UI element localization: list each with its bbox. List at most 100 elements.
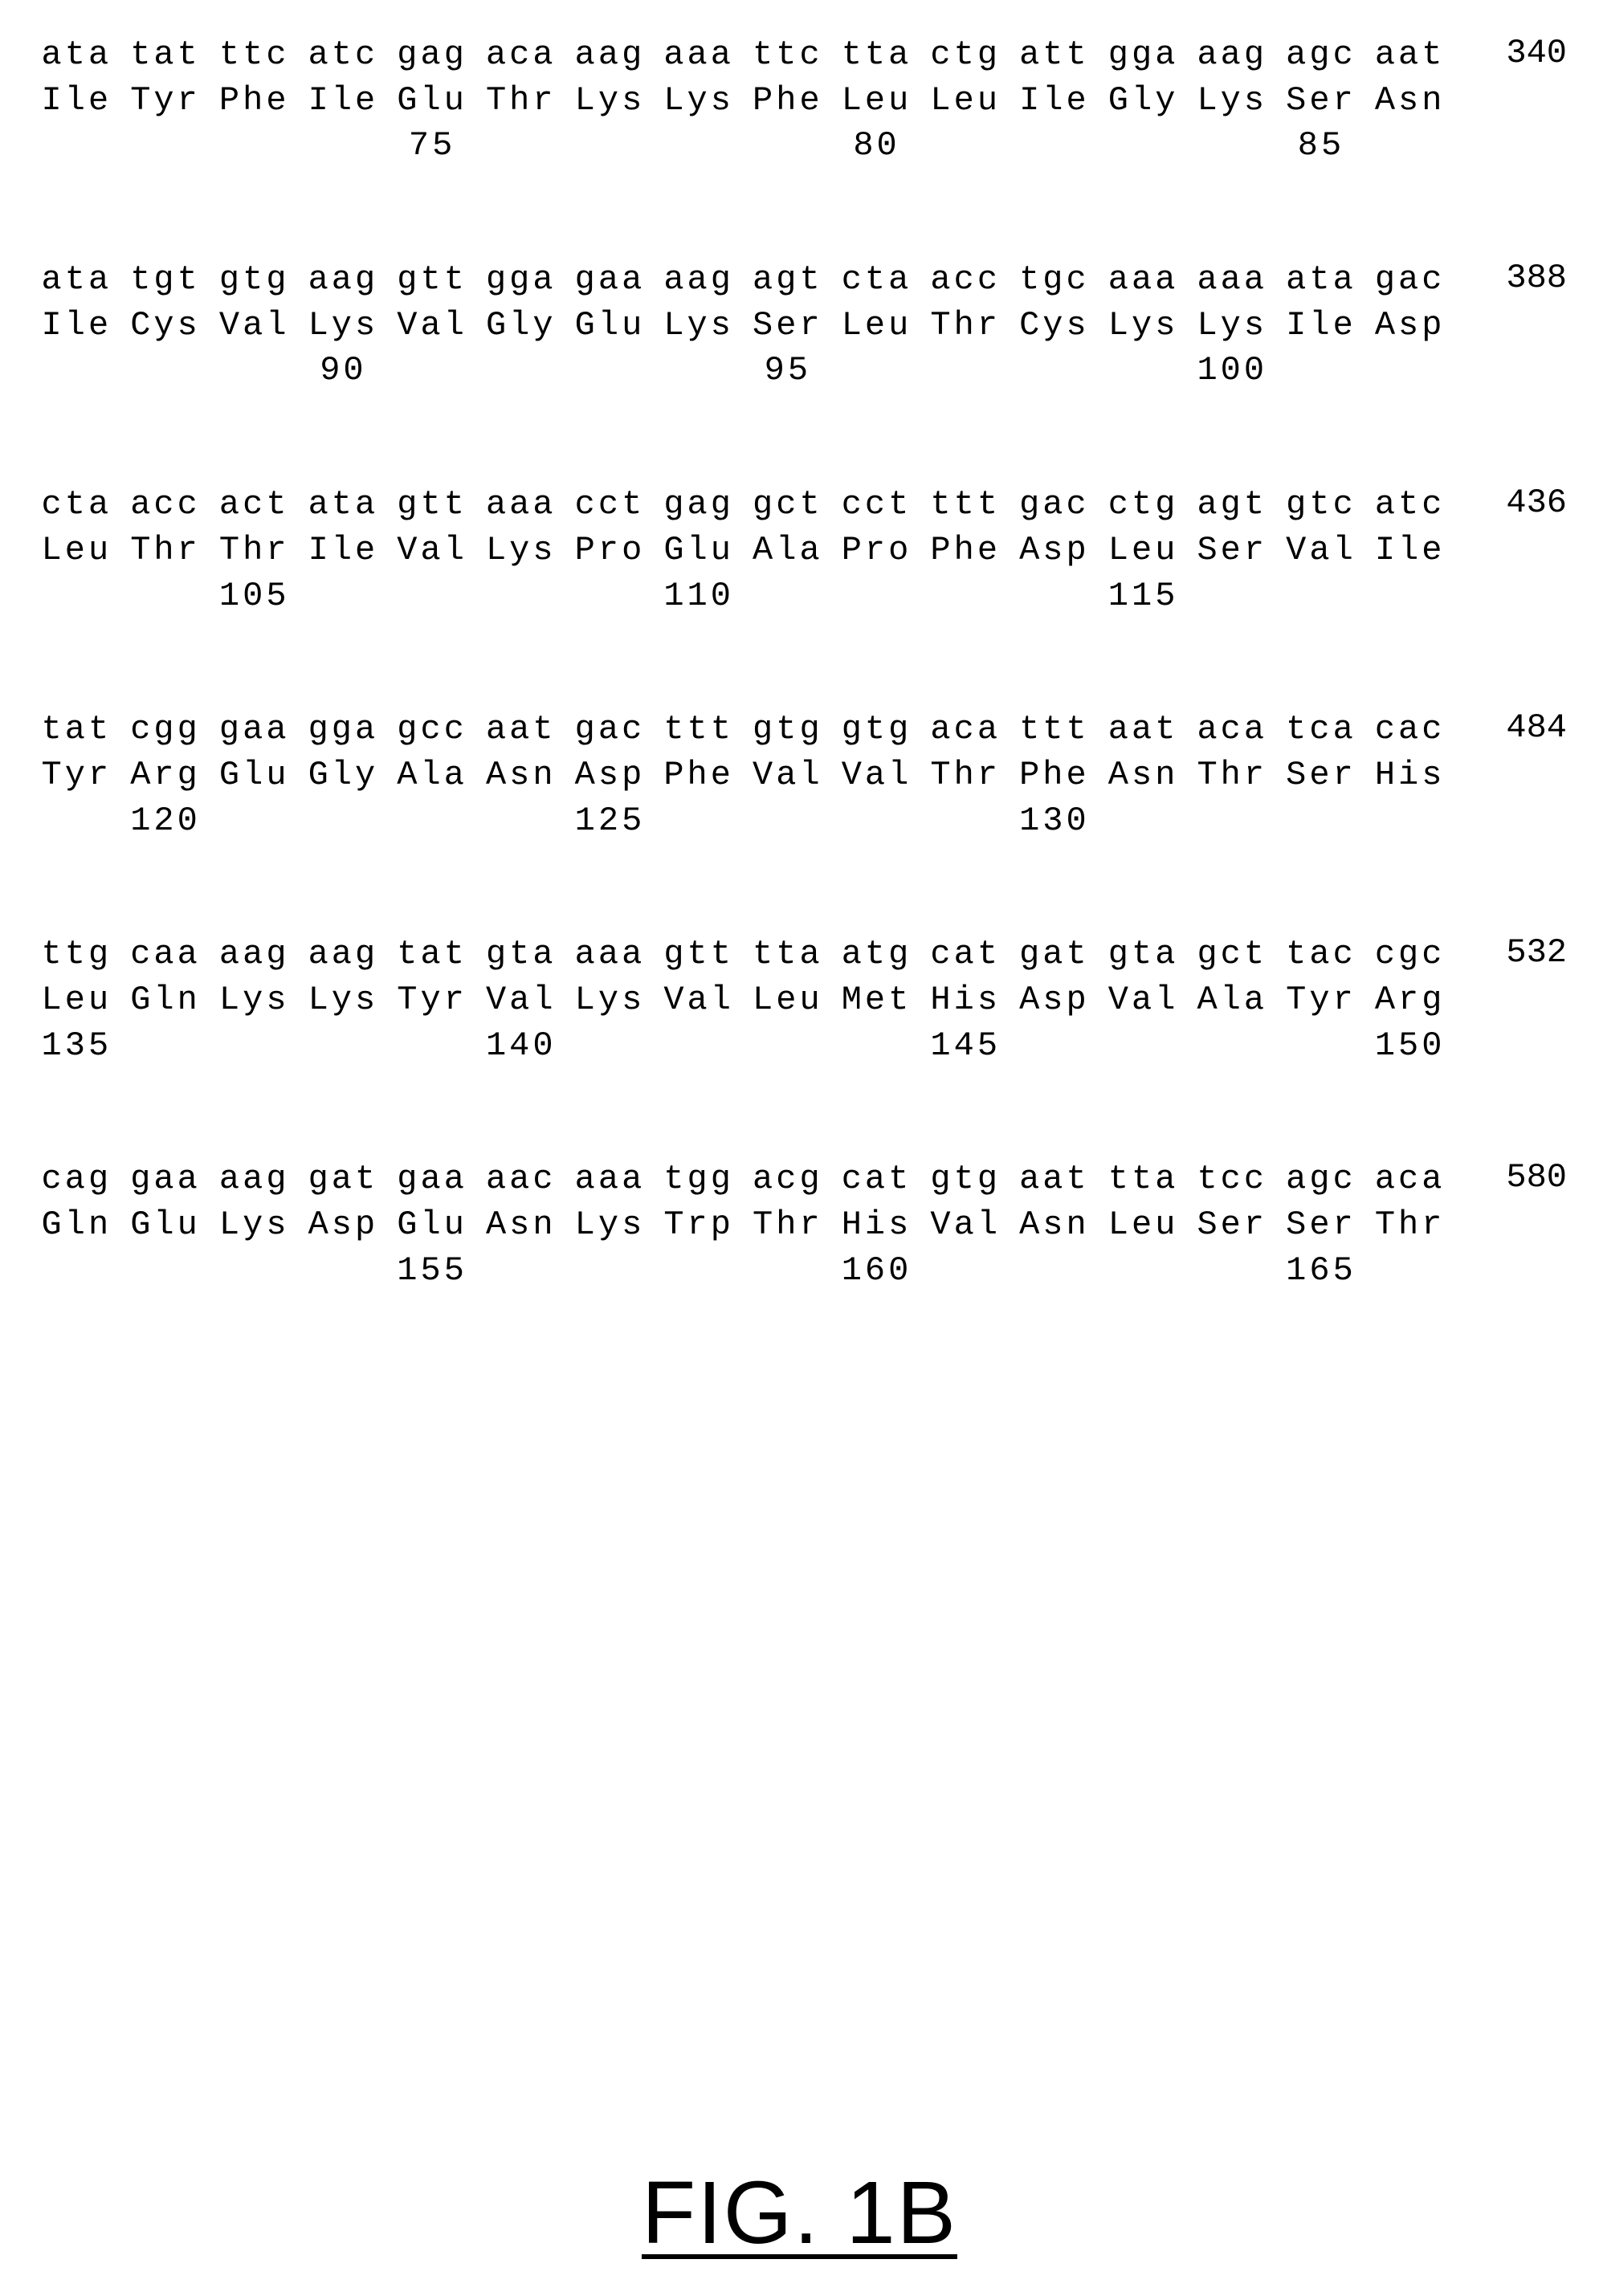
codon: gga [1102, 32, 1185, 78]
sequence-grid: cagGln gaaGlu aagLys gatAsp gaaGlu155aac… [32, 1156, 1454, 1293]
amino-acid: Ile [35, 78, 118, 124]
sequence-cell: aaaLys [565, 932, 655, 1068]
sequence-cell: gtaVal [1099, 932, 1188, 1068]
codon: gaa [569, 257, 651, 303]
position-number [1102, 348, 1185, 394]
sequence-cell: aatAsn [1099, 707, 1188, 843]
sequence-cell: catHis160 [832, 1156, 921, 1293]
codon: gct [1191, 932, 1274, 977]
amino-acid: Lys [213, 977, 296, 1023]
sequence-cell: ctaLeu [832, 257, 921, 394]
codon: aca [479, 32, 562, 78]
position-number [1102, 123, 1185, 169]
position-number: 160 [835, 1248, 918, 1294]
position-number [213, 1248, 296, 1294]
amino-acid: His [835, 1202, 918, 1248]
codon: cgc [1369, 932, 1451, 977]
position-number [124, 1023, 207, 1069]
amino-acid: Phe [1014, 752, 1096, 798]
codon: cta [835, 257, 918, 303]
amino-acid: Ser [747, 303, 830, 349]
sequence-block: ataIle tatTyr ttcPhe atcIle gagGlu75acaT… [32, 32, 1567, 169]
codon: agt [1191, 482, 1274, 528]
position-number [835, 1023, 918, 1069]
sequence-cell: tgtCys [121, 257, 210, 394]
position-number [1102, 1023, 1185, 1069]
position-number [1369, 123, 1451, 169]
sequence-cell: aagLys [1188, 32, 1277, 169]
amino-acid: Val [213, 303, 296, 349]
sequence-cell: aagLys [655, 257, 744, 394]
position-number [1369, 1248, 1451, 1294]
position-number [124, 573, 207, 619]
position-number [835, 798, 918, 844]
codon: gtg [924, 1156, 1007, 1202]
amino-acid: Lys [1191, 78, 1274, 124]
sequence-cell: aacAsn [476, 1156, 565, 1293]
sequence-cell: ataIle [1277, 257, 1366, 394]
position-number [1280, 1023, 1363, 1069]
amino-acid: Glu [391, 78, 474, 124]
codon: aaa [658, 32, 740, 78]
codon: agc [1280, 32, 1363, 78]
sequence-cell: aaaLys [565, 1156, 655, 1293]
codon: tat [35, 707, 118, 752]
amino-acid: Arg [1369, 977, 1451, 1023]
codon: cta [35, 482, 118, 528]
figure-label: FIG. 1B [32, 2162, 1567, 2264]
position-number [924, 123, 1007, 169]
sequence-cell: ttaLeu [744, 932, 833, 1068]
sequence-cell: aagLys [565, 32, 655, 169]
sequence-cell: ggaGly [299, 707, 388, 843]
codon: aag [302, 932, 385, 977]
position-number [479, 348, 562, 394]
codon: ttc [747, 32, 830, 78]
sequence-grid: ataIle tgtCys gtgVal aagLys90gttVal ggaG… [32, 257, 1454, 394]
sequence-cell: atcIle [1365, 482, 1454, 618]
sequence-cell: acaThr [1365, 1156, 1454, 1293]
codon: cgg [124, 707, 207, 752]
position-number [747, 573, 830, 619]
position-number: 125 [569, 798, 651, 844]
sequence-cell: aatAsn [476, 707, 565, 843]
amino-acid: Gln [35, 1202, 118, 1248]
amino-acid: Tyr [1280, 977, 1363, 1023]
position-number [35, 573, 118, 619]
amino-acid: Ile [35, 303, 118, 349]
codon: aag [658, 257, 740, 303]
sequence-cell: actThr105 [210, 482, 299, 618]
sequence-cell: aagLys [210, 1156, 299, 1293]
position-number: 105 [213, 573, 296, 619]
position-number [924, 348, 1007, 394]
codon: gga [479, 257, 562, 303]
amino-acid: Lys [658, 303, 740, 349]
codon: ttg [35, 932, 118, 977]
amino-acid: Ser [1280, 78, 1363, 124]
sequence-cell: gccAla [388, 707, 477, 843]
position-number [1014, 348, 1096, 394]
codon: agc [1280, 1156, 1363, 1202]
position-number [924, 1248, 1007, 1294]
sequence-cell: agtSer95 [744, 257, 833, 394]
sequence-blocks: ataIle tatTyr ttcPhe atcIle gagGlu75acaT… [32, 32, 1567, 1293]
amino-acid: Lys [479, 528, 562, 573]
position-number [1280, 348, 1363, 394]
amino-acid: Lys [569, 977, 651, 1023]
sequence-cell: gaaGlu155 [388, 1156, 477, 1293]
position-number [391, 798, 474, 844]
amino-acid: Leu [924, 78, 1007, 124]
amino-acid: Ala [1191, 977, 1274, 1023]
position-number [1280, 798, 1363, 844]
amino-acid: Leu [835, 78, 918, 124]
codon: aag [1191, 32, 1274, 78]
position-number [1191, 798, 1274, 844]
amino-acid: Ser [1191, 1202, 1274, 1248]
amino-acid: Glu [658, 528, 740, 573]
codon: aat [479, 707, 562, 752]
sequence-cell: tccSer [1188, 1156, 1277, 1293]
amino-acid: Asn [479, 752, 562, 798]
position-number: 120 [124, 798, 207, 844]
amino-acid: Ser [1191, 528, 1274, 573]
amino-acid: Ala [747, 528, 830, 573]
codon: cat [924, 932, 1007, 977]
